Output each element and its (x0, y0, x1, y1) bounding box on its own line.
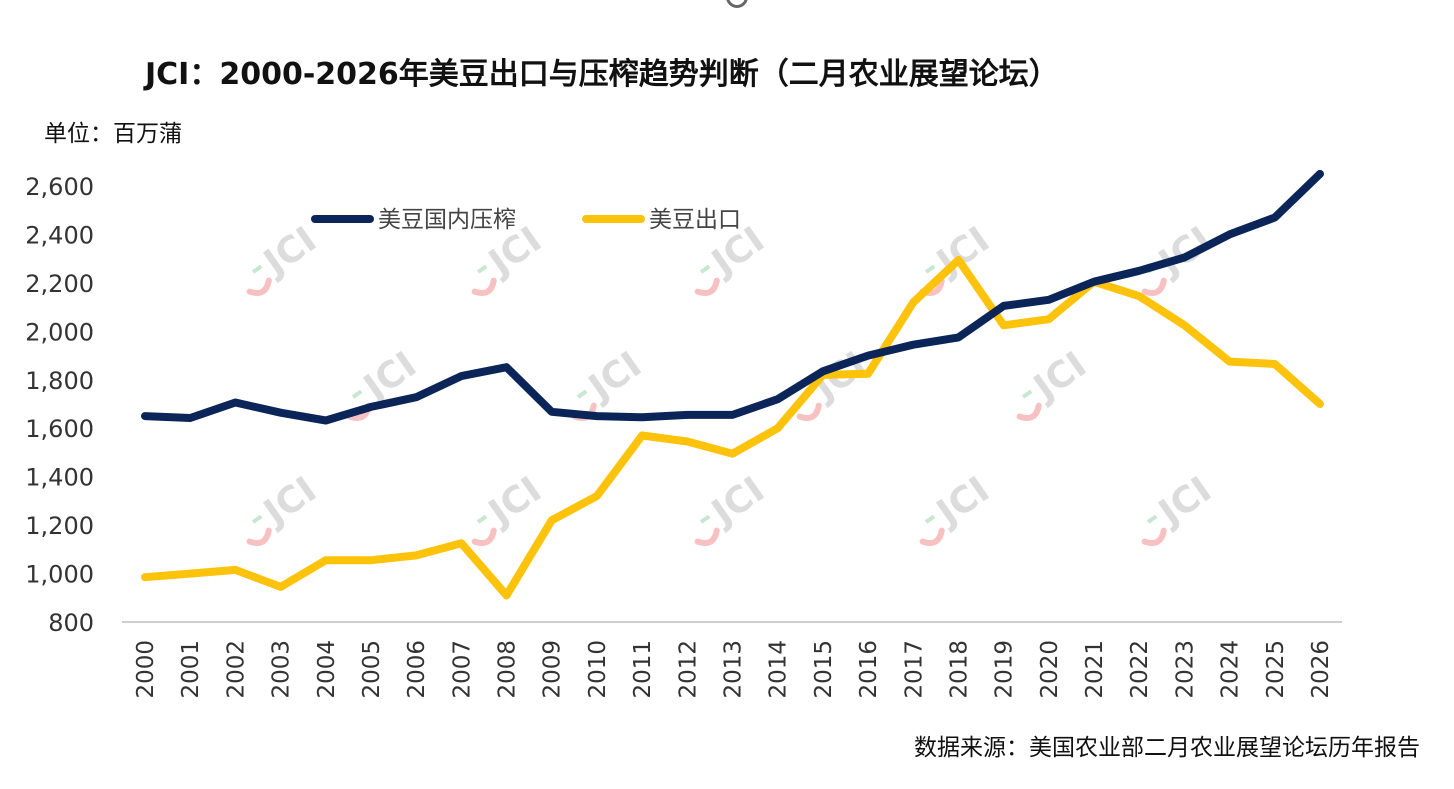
y-tick-label: 800 (48, 609, 94, 637)
watermark: JCI (471, 469, 549, 546)
unit-label: 单位：百万蒲 (44, 121, 182, 147)
x-tick-label: 2005 (359, 640, 385, 699)
series-line-crush (141, 169, 1324, 425)
x-tick-label: 2018 (947, 640, 973, 699)
y-tick-label: 1,200 (25, 512, 94, 540)
watermark-accent (699, 514, 711, 524)
x-tick-label: 2017 (901, 640, 927, 699)
watermark: JCI (919, 219, 997, 296)
y-tick-label: 2,000 (25, 318, 94, 346)
watermark-accent (576, 389, 588, 399)
watermark-accent (699, 264, 711, 274)
series-layer (141, 169, 1324, 600)
watermark-text: JCI (927, 469, 997, 535)
x-tick-label: 2009 (540, 640, 566, 699)
watermark-text: JCI (254, 469, 324, 535)
legend: 美豆国内压榨 美豆出口 (311, 207, 741, 233)
watermark-swoosh (1016, 402, 1042, 421)
x-tick-label: 2024 (1218, 640, 1244, 699)
x-tick-label: 2016 (856, 640, 882, 699)
watermark: JCI (1016, 344, 1094, 421)
watermark-accent (476, 264, 488, 274)
watermark-accent (251, 264, 263, 274)
y-axis: 800 1,000 1,200 1,400 1,600 1,800 2,000 2,200 2,… (25, 173, 94, 637)
x-tick-label: 2007 (449, 640, 475, 699)
watermark-swoosh (796, 402, 822, 421)
x-axis: 2000 2001 2002 2003 2004 2005 2006 2007 2008 2009… (133, 640, 1334, 699)
chart-title: JCI：2000-2026年美豆出口与压榨趋势判断（二月农业展望论坛） (143, 57, 1059, 92)
x-tick-label: 2008 (495, 640, 521, 699)
watermark-swoosh (471, 277, 497, 296)
watermark-swoosh (1141, 277, 1167, 296)
y-tick-label: 1,600 (25, 415, 94, 443)
x-tick-label: 2011 (630, 640, 656, 699)
watermark-swoosh (471, 527, 497, 546)
x-tick-label: 2026 (1308, 640, 1334, 699)
x-tick-label: 2013 (721, 640, 747, 699)
watermark: JCI (694, 469, 772, 546)
y-tick-label: 1,800 (25, 367, 94, 395)
watermark: JCI (1141, 469, 1219, 546)
watermark: JCI (246, 219, 324, 296)
y-tick-label: 2,400 (25, 221, 94, 249)
x-tick-label: 2021 (1082, 640, 1108, 699)
x-tick-label: 2012 (675, 640, 701, 699)
x-tick-label: 2014 (766, 640, 792, 699)
watermark-accent (351, 389, 363, 399)
x-tick-label: 2022 (1127, 640, 1153, 699)
source-note: 数据来源：美国农业部二月农业展望论坛历年报告 (914, 735, 1420, 761)
x-tick-label: 2020 (1037, 640, 1063, 699)
watermark-swoosh (694, 277, 720, 296)
legend-label: 美豆国内压榨 (378, 207, 516, 233)
y-tick-label: 1,400 (25, 464, 94, 492)
x-tick-label: 2001 (178, 640, 204, 699)
watermark-text: JCI (254, 219, 324, 285)
watermark-accent (251, 514, 263, 524)
watermark-swoosh (246, 527, 272, 546)
watermark-accent (924, 514, 936, 524)
watermark-accent (924, 264, 936, 274)
watermark-text: JCI (579, 344, 649, 410)
x-tick-label: 2006 (404, 640, 430, 699)
x-tick-label: 2015 (811, 640, 837, 699)
watermark-accent (1021, 389, 1033, 399)
x-tick-label: 2010 (585, 640, 611, 699)
watermark-swoosh (694, 527, 720, 546)
watermark-text: JCI (702, 469, 772, 535)
y-tick-label: 1,000 (25, 561, 94, 589)
series-line-export (141, 255, 1324, 600)
x-tick-label: 2023 (1172, 640, 1198, 699)
watermark-text: JCI (1024, 344, 1094, 410)
x-tick-label: 2004 (314, 640, 340, 699)
watermark-swoosh (246, 277, 272, 296)
watermark: JCI (246, 469, 324, 546)
watermark: JCI (919, 469, 997, 546)
y-tick-label: 2,200 (25, 270, 94, 298)
watermark-swoosh (1141, 527, 1167, 546)
x-tick-label: 2025 (1263, 640, 1289, 699)
watermark-text: JCI (1149, 219, 1219, 285)
x-tick-label: 2002 (223, 640, 249, 699)
x-tick-label: 2003 (269, 640, 295, 699)
legend-label: 美豆出口 (649, 207, 741, 233)
watermark-text: JCI (479, 469, 549, 535)
x-tick-label: 2000 (133, 640, 159, 699)
watermark-accent (476, 514, 488, 524)
watermark-text: JCI (1149, 469, 1219, 535)
watermark-accent (1146, 514, 1158, 524)
x-tick-label: 2019 (992, 640, 1018, 699)
watermark-swoosh (919, 527, 945, 546)
y-tick-label: 2,600 (25, 173, 94, 201)
